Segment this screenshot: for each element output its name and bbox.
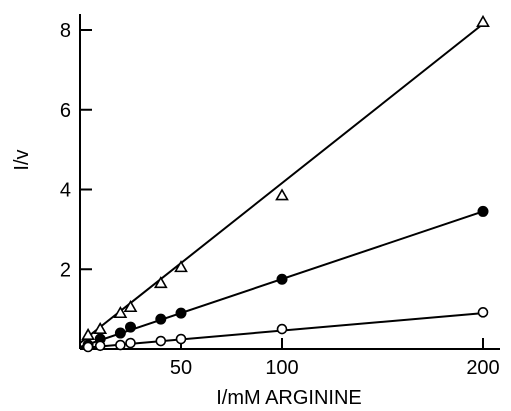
open-circle-point: [276, 323, 288, 335]
axes: [79, 14, 500, 350]
open-circle-point: [115, 339, 126, 351]
y-axis-title: I/v: [11, 149, 33, 170]
y-axis-ticks: 2 4 6 8: [60, 20, 92, 281]
x-tick-label: 100: [265, 357, 298, 379]
triangle-point: [153, 276, 168, 289]
y-tick-label: 8: [60, 20, 71, 42]
open-circle-point: [155, 335, 167, 347]
open-circle-point: [125, 337, 136, 349]
filled-circle-point: [114, 327, 126, 339]
triangle-point: [123, 300, 138, 313]
open-circle-point: [175, 333, 187, 345]
data-points: [81, 14, 490, 353]
y-tick-label: 2: [60, 259, 71, 281]
open-circle-point: [477, 307, 489, 318]
y-tick-label: 6: [60, 100, 71, 122]
x-axis-title: I/mM ARGININE: [216, 387, 362, 409]
triangle-point: [113, 306, 128, 319]
x-tick-label: 50: [170, 357, 192, 379]
triangle-point: [81, 327, 95, 340]
open-circle-point: [94, 340, 106, 352]
triangle-point: [93, 321, 108, 334]
open-circle-point: [82, 341, 94, 353]
fit-lines: [79, 23, 484, 350]
filled-circle-point: [125, 321, 136, 333]
fit-line-series-1: [79, 23, 484, 344]
x-tick-label: 200: [466, 357, 499, 379]
filled-circle-point: [175, 307, 187, 319]
triangle-point: [275, 188, 289, 201]
y-tick-label: 4: [60, 180, 71, 202]
filled-circle-point: [276, 273, 288, 285]
triangle-point: [476, 14, 490, 27]
filled-circle-point: [477, 205, 489, 217]
triangle-point: [174, 260, 188, 273]
filled-circle-point: [155, 313, 167, 325]
x-axis-ticks: 50 100 200: [170, 338, 500, 379]
